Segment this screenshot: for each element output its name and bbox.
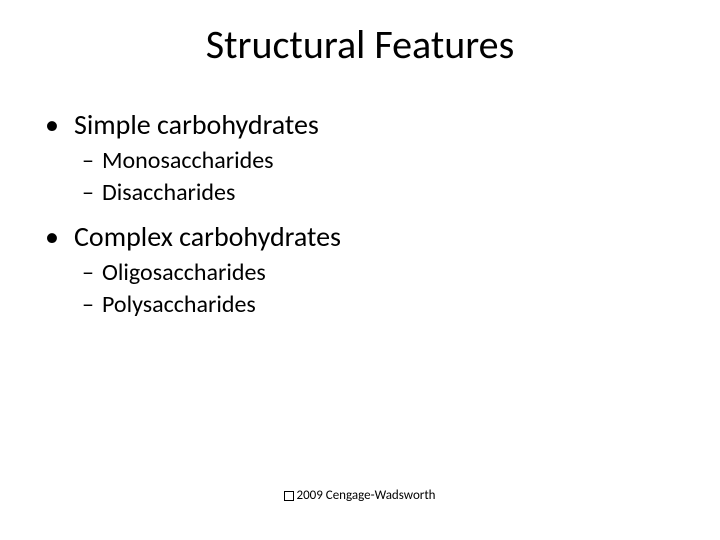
bullet-icon: • bbox=[30, 217, 74, 257]
list-item: • Complex carbohydrates bbox=[30, 217, 720, 257]
slide: Structural Features • Simple carbohydrat… bbox=[0, 0, 720, 540]
list-item: • Simple carbohydrates bbox=[30, 105, 720, 145]
slide-footer: 2009 Cengage-Wadsworth bbox=[0, 488, 720, 505]
copyright-icon bbox=[284, 491, 294, 501]
list-subitem-label: Oligosaccharides bbox=[102, 257, 266, 289]
list-subitem: – Disaccharides bbox=[30, 177, 720, 209]
slide-title: Structural Features bbox=[0, 0, 720, 69]
dash-icon: – bbox=[74, 257, 102, 289]
dash-icon: – bbox=[74, 289, 102, 321]
list-item-label: Simple carbohydrates bbox=[74, 105, 319, 145]
bullet-icon: • bbox=[30, 105, 74, 145]
list-subitem: – Polysaccharides bbox=[30, 289, 720, 321]
dash-icon: – bbox=[74, 177, 102, 209]
list-subitem: – Monosaccharides bbox=[30, 145, 720, 177]
list-subitem-label: Monosaccharides bbox=[102, 145, 274, 177]
slide-content: • Simple carbohydrates – Monosaccharides… bbox=[0, 105, 720, 321]
footer-text: 2009 Cengage-Wadsworth bbox=[296, 488, 435, 503]
list-subitem: – Oligosaccharides bbox=[30, 257, 720, 289]
list-subitem-label: Disaccharides bbox=[102, 177, 235, 209]
list-subitem-label: Polysaccharides bbox=[102, 289, 256, 321]
dash-icon: – bbox=[74, 145, 102, 177]
list-item-label: Complex carbohydrates bbox=[74, 217, 341, 257]
